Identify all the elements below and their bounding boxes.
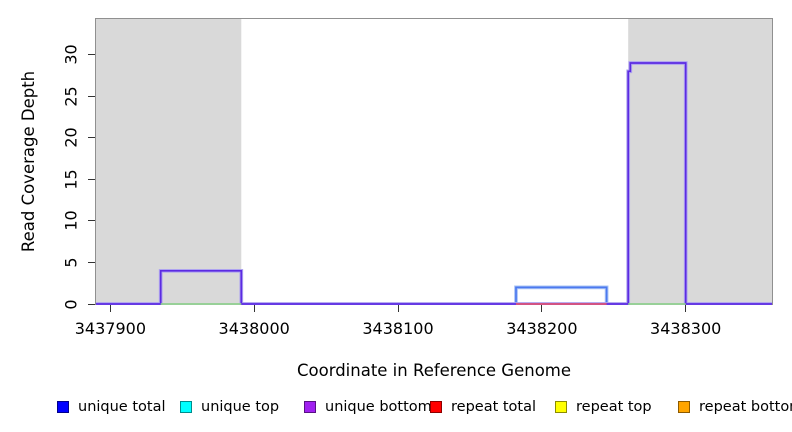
y-tick-mark [88,262,95,263]
legend-label: repeat bottom [699,399,792,415]
unique-coverage-main-step [96,62,772,305]
legend-item: repeat bottom [678,399,792,415]
y-tick-label: 10 [61,210,81,232]
unique-total-depth2-step-halo [514,285,609,304]
x-tick-label: 3438200 [506,319,578,338]
y-tick-mark [88,178,95,180]
right-shaded-region [628,19,772,305]
legend-swatch-repeat-total [430,401,442,413]
y-tick-mark [88,220,95,222]
legend-label: repeat top [576,399,652,415]
y-tick-mark [88,137,95,139]
x-tick-mark [685,305,687,312]
legend-swatch-unique-bottom [304,401,316,413]
legend-item: repeat top [555,399,652,415]
legend-swatch-repeat-bottom [678,401,690,413]
coverage-step-chart [96,19,772,305]
left-shaded-region [96,19,242,305]
y-tick-label: 20 [61,127,81,148]
legend-label: unique top [201,399,280,415]
legend-item: unique bottom [304,399,432,415]
y-tick-mark [88,95,95,97]
legend-swatch-unique-top [180,401,192,413]
x-tick-mark [253,305,255,312]
y-tick-label: 5 [61,257,81,268]
legend-swatch-unique-total [57,401,69,413]
x-axis-title: Coordinate in Reference Genome [296,361,572,380]
x-tick-label: 3437900 [74,319,147,338]
y-tick-mark [88,54,95,56]
legend-swatch-repeat-top [555,401,567,413]
y-tick-label: 30 [61,44,81,65]
y-tick-label: 0 [61,298,81,310]
x-tick-mark [541,305,543,312]
legend-label: unique bottom [325,399,432,415]
y-axis-title: Read Coverage Depth [16,18,42,305]
legend-label: repeat total [451,399,537,415]
legend-item: unique total [57,399,166,415]
unique-total-depth2-step [515,286,608,304]
plot-area [95,18,773,305]
legend-item: repeat total [430,399,536,415]
x-tick-mark [397,305,399,312]
y-tick-label: 15 [61,169,81,190]
legend-label: unique total [78,399,166,415]
chart-legend: unique total unique top unique bottom re… [0,399,792,417]
y-tick-mark [88,303,95,305]
y-axis-title-text: Read Coverage Depth [19,70,39,253]
x-tick-label: 3438000 [218,319,290,338]
x-tick-mark [109,305,111,312]
x-tick-label: 3438300 [650,319,722,338]
y-tick-label: 25 [61,86,81,107]
x-tick-label: 3438100 [362,319,434,338]
legend-item: unique top [180,399,279,415]
